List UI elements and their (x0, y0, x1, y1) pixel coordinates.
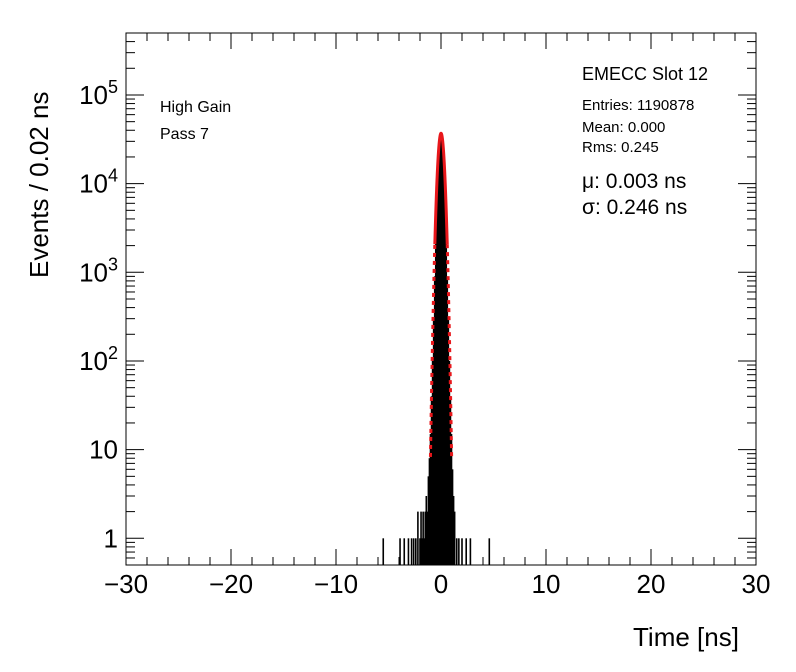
histogram-bin (458, 538, 460, 565)
histogram-bin (436, 200, 438, 566)
histogram-bin (469, 538, 472, 565)
histogram-bin (440, 133, 442, 565)
histogram-bin (429, 434, 432, 565)
y-axis-label: Events / 0.02 ns (24, 91, 54, 278)
x-tick-label: 10 (532, 569, 561, 599)
histogram-bin (455, 538, 458, 565)
fit-core (433, 131, 449, 245)
gaussian-fit (428, 131, 454, 457)
histogram-bin (417, 511, 419, 565)
y-tick-label: 105 (79, 77, 118, 110)
histogram-bin (445, 237, 448, 565)
minor-ticks (126, 32, 756, 566)
histogram-bin (412, 538, 415, 565)
histogram-bin (465, 538, 467, 565)
y-tick-label: 10 (89, 435, 118, 465)
histogram-bin (423, 538, 425, 565)
histogram-bin (438, 149, 440, 566)
histogram-bin (431, 360, 434, 565)
y-tick-label: 103 (79, 254, 118, 287)
gain-label: High Gain (160, 99, 232, 116)
fit-tail-left (428, 244, 437, 457)
histogram-bin (437, 170, 439, 566)
histogram-bin (441, 137, 443, 565)
histogram-bin (447, 318, 450, 565)
histogram-bin (488, 538, 491, 565)
histogram-bin (432, 318, 435, 565)
histogram-bin (461, 538, 463, 565)
histogram-bin (415, 538, 417, 565)
histogram-bin (382, 538, 385, 565)
histogram-bin (450, 434, 453, 565)
fit-sigma: σ: 0.246 ns (582, 196, 688, 219)
histogram-bin (420, 511, 422, 565)
histogram-bin (446, 276, 449, 565)
histogram-bin (428, 458, 431, 565)
x-tick-label: 30 (742, 569, 771, 599)
stats-rms: Rms: 0.245 (582, 139, 659, 156)
y-tick-label: 1 (104, 523, 118, 553)
pass-label: Pass 7 (160, 126, 209, 143)
histogram-bin (424, 511, 427, 565)
histogram-bin (430, 396, 433, 565)
fit-tail-right (445, 244, 454, 457)
x-axis-label: Time [ns] (633, 622, 739, 652)
histogram-bin (421, 538, 423, 565)
histogram-bin (444, 200, 446, 566)
fit-mu: μ: 0.003 ns (582, 170, 687, 193)
x-tick-label: 0 (434, 569, 448, 599)
histogram-bin (448, 360, 451, 565)
x-tick-label: −30 (104, 569, 148, 599)
x-tick-label: −20 (209, 569, 253, 599)
histogram-bin (407, 538, 410, 565)
histogram-bin (410, 538, 413, 565)
histogram-bin (426, 511, 429, 565)
stats-mean: Mean: 0.000 (582, 119, 666, 136)
histogram-bin (433, 276, 436, 565)
histogram-bin (442, 149, 444, 566)
histogram-bin (427, 476, 430, 565)
x-tick-label: 20 (637, 569, 666, 599)
stats-title: EMECC Slot 12 (582, 64, 709, 84)
histogram-bin (451, 469, 454, 565)
histogram-bin (453, 511, 456, 565)
stats-entries: Entries: 1190878 (582, 97, 695, 114)
histogram-bin (443, 170, 445, 566)
x-tick-label: −10 (314, 569, 358, 599)
histogram-bin (434, 237, 437, 565)
histogram-bin (403, 538, 406, 565)
histogram-bin (439, 137, 441, 565)
y-tick-label: 104 (79, 166, 118, 199)
histogram-bin (449, 396, 452, 565)
histogram-bin (419, 538, 421, 565)
histogram-bin (422, 511, 424, 565)
y-axis-ticks: 1 10 102 103 104 105 (79, 77, 756, 553)
histogram (382, 133, 491, 566)
histogram-bin (452, 496, 455, 565)
histogram-bin (425, 496, 428, 565)
y-tick-label: 102 (79, 343, 118, 376)
histogram-bin (399, 538, 401, 565)
x-axis-ticks: −30 −20 −10 0 10 20 30 (104, 33, 771, 599)
